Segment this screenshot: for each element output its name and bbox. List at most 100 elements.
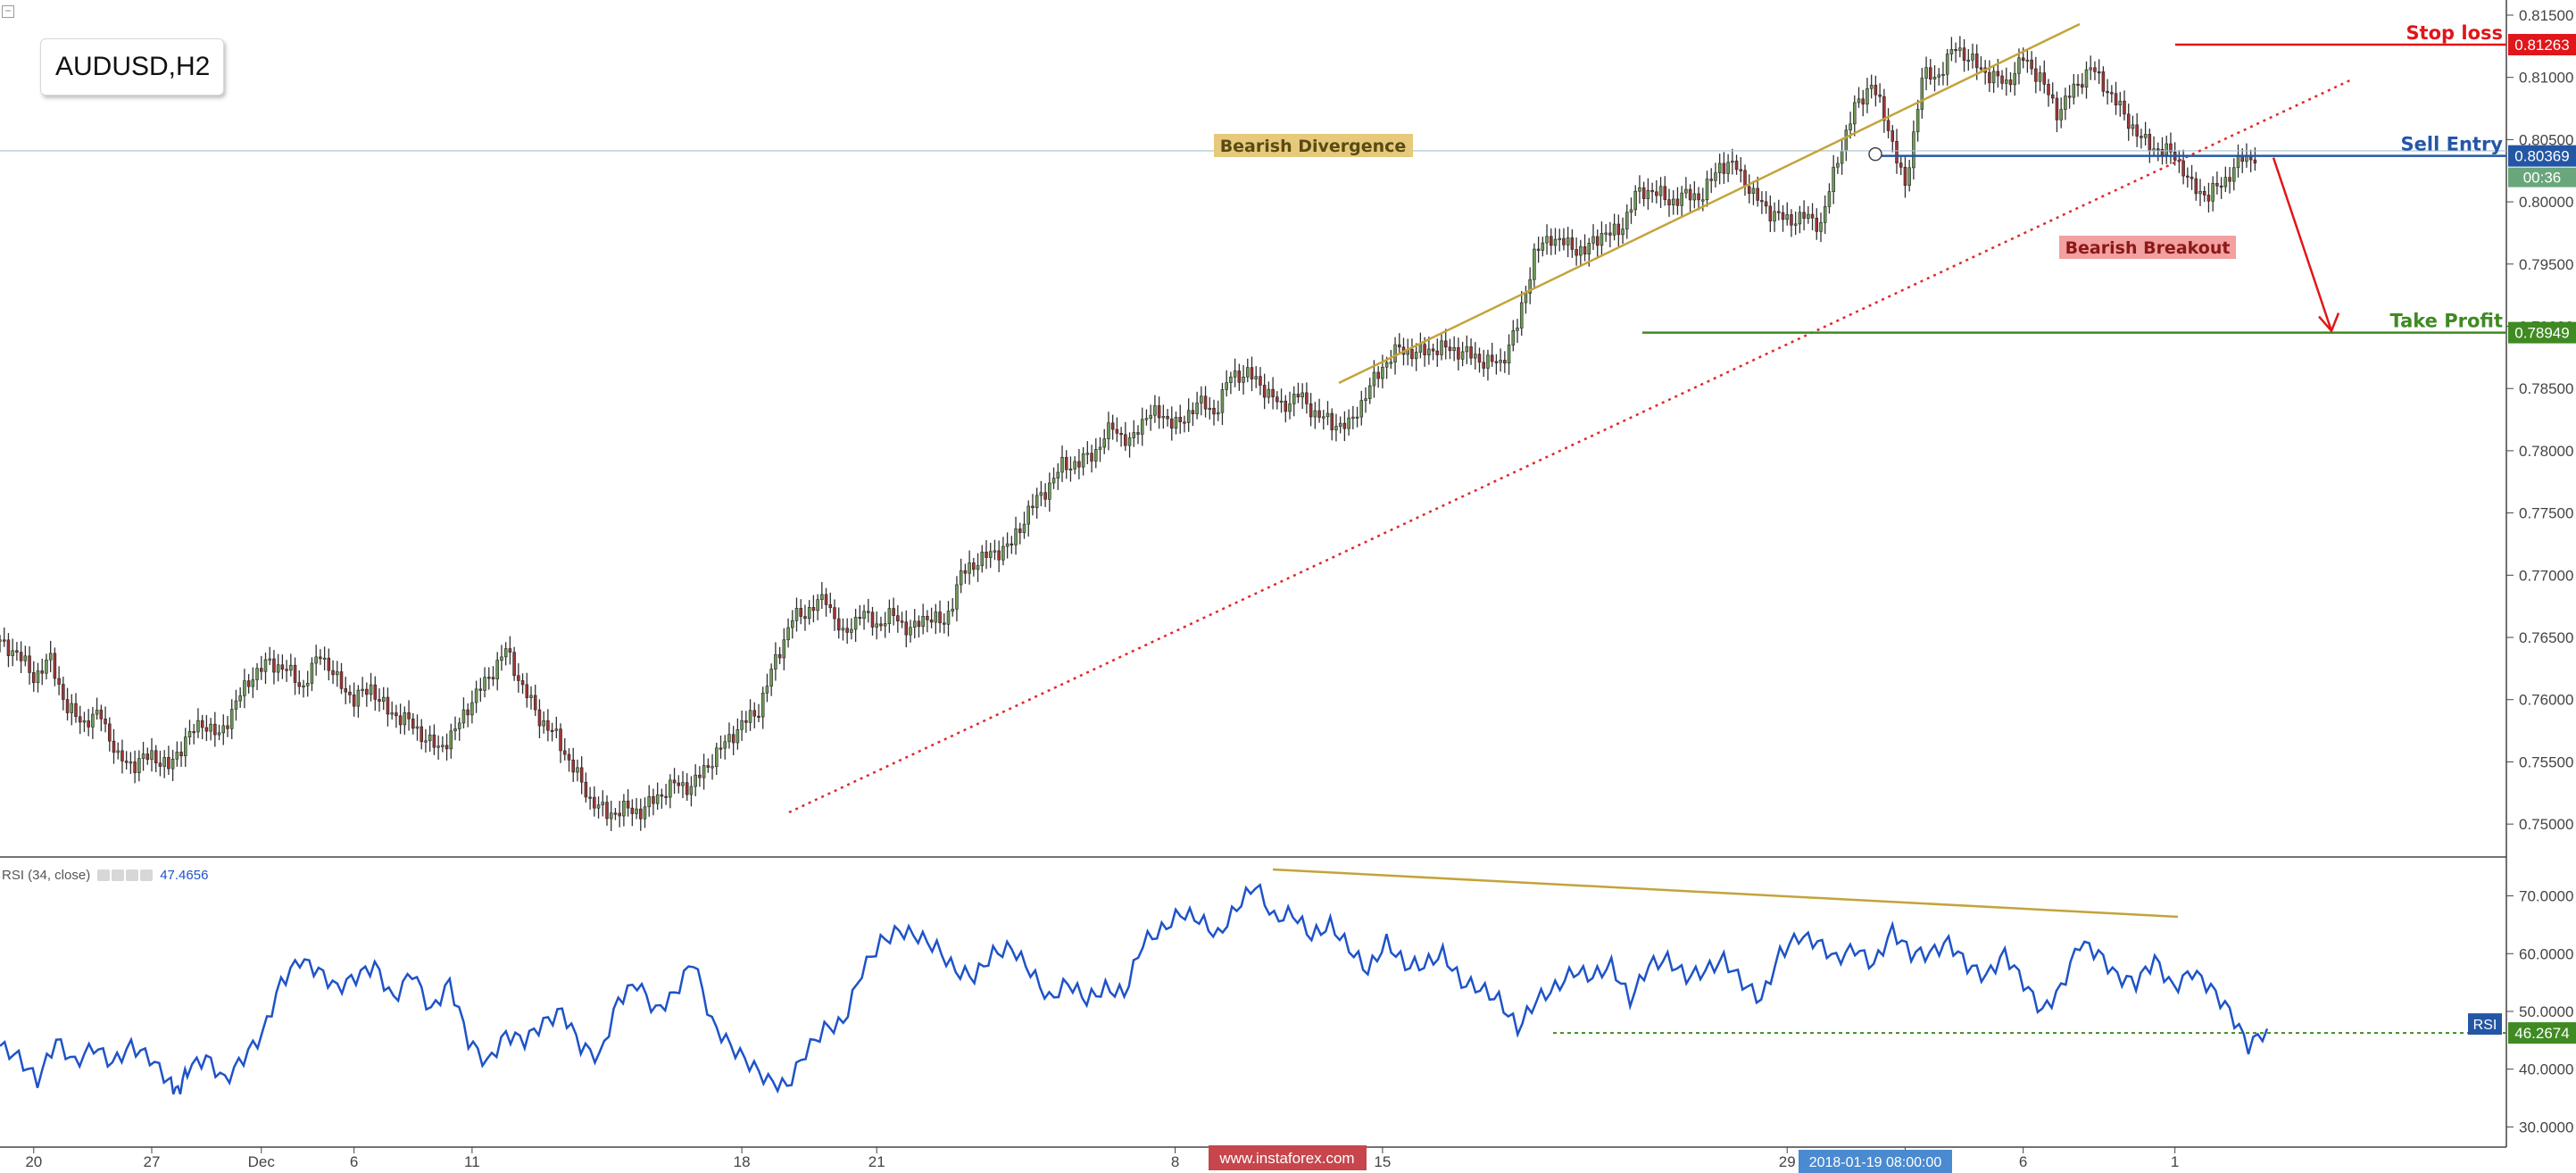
candle-body (2114, 93, 2118, 105)
candle-body (344, 688, 347, 693)
candle-body (158, 762, 162, 767)
candle-body (554, 728, 559, 731)
candle-body (398, 715, 403, 726)
candle-body (576, 767, 579, 773)
candle-body (1136, 432, 1140, 435)
candle-body (1018, 528, 1022, 533)
candle-body (297, 682, 302, 687)
candle-body (1646, 190, 1650, 199)
candle-body (1372, 371, 1376, 387)
candle-body (137, 758, 141, 773)
rsi-line (0, 883, 2269, 1095)
candle-body (1684, 188, 1688, 194)
candle-body (1474, 354, 1477, 359)
candle-body (1958, 47, 1962, 51)
candle-body (74, 703, 78, 718)
candle-body (1641, 187, 1646, 199)
candle-body (260, 668, 263, 672)
candle-body (2206, 195, 2211, 202)
time-tick-label: 15 (1374, 1153, 1391, 1170)
candle-body (62, 684, 65, 700)
candle-body (2101, 71, 2106, 92)
candle-body (1971, 54, 1974, 61)
candle-body (1393, 344, 1397, 363)
candle-body (1790, 214, 1793, 226)
collapse-icon[interactable]: − (2, 5, 14, 18)
rsi-pane (0, 883, 2269, 1095)
candle-body (1663, 186, 1667, 200)
price-tick-label: 0.75000 (2519, 816, 2573, 833)
candle-body (828, 604, 833, 608)
candle-body (1330, 412, 1334, 430)
candle-body (2064, 96, 2067, 110)
candle-body (909, 627, 912, 636)
candle-body (833, 607, 836, 620)
candle-body (744, 720, 748, 723)
candle-body (1423, 344, 1426, 355)
candle-body (1915, 109, 1920, 133)
candle-body (2047, 84, 2050, 96)
candle-body (972, 562, 976, 570)
candle-body (2236, 155, 2240, 169)
candle-body (525, 684, 529, 698)
candle-body (1756, 187, 1759, 201)
bearish-divergence-label: Bearish Divergence (1220, 137, 1407, 156)
candle-body (1381, 366, 1384, 379)
candle-body (1840, 150, 1844, 164)
plus-icon[interactable] (126, 869, 139, 881)
candle-body (731, 734, 735, 744)
candle-body (1827, 191, 1832, 207)
candle-body (2169, 143, 2173, 153)
candle-body (1604, 232, 1608, 235)
candle-body (154, 750, 158, 764)
candle-body (1178, 417, 1182, 423)
candle-body (23, 655, 28, 661)
candle-body (938, 611, 942, 624)
rsi-legend-value: 47.4656 (160, 868, 209, 883)
candle-body (1807, 213, 1810, 219)
candle-body (1077, 461, 1081, 468)
symbol-label[interactable]: AUDUSD,H2 (40, 38, 224, 96)
settings-icon[interactable] (112, 869, 125, 881)
candle-body (500, 656, 503, 661)
candle-body (1060, 456, 1064, 473)
candle-body (1912, 131, 1915, 169)
candle-body (1195, 403, 1199, 414)
candle-body (415, 726, 420, 729)
candle-body (1325, 412, 1330, 418)
candle-body (694, 774, 697, 787)
candle-body (2008, 79, 2013, 86)
watermark-bg (1209, 1145, 1367, 1170)
candle-body (993, 550, 997, 553)
candle-body (1545, 236, 1549, 244)
candle-body (1570, 237, 1575, 250)
eye-icon[interactable] (97, 869, 111, 881)
candle-body (411, 719, 415, 729)
candle-body (179, 752, 183, 757)
candle-body (546, 720, 550, 731)
price-tick-label: 0.80500 (2519, 131, 2573, 148)
candle-body (1157, 405, 1161, 419)
symbol-text: AUDUSD,H2 (55, 52, 211, 81)
candle-body (1966, 59, 1971, 62)
candle-body (1149, 414, 1152, 420)
close-icon[interactable] (140, 869, 154, 881)
time-tick-label: 6 (350, 1153, 358, 1170)
candle-body (263, 659, 268, 672)
candle-body (816, 599, 819, 611)
candle-body (1861, 98, 1865, 104)
candle-body (735, 728, 740, 744)
candle-body (272, 658, 276, 673)
rsi-legend-controls[interactable] (97, 869, 154, 881)
price-tick-label: 0.77500 (2519, 505, 2573, 522)
candle-body (1334, 426, 1338, 430)
candle-body (710, 766, 714, 769)
candle-body (2215, 183, 2219, 187)
candle-body (841, 628, 845, 631)
candle-body (1583, 246, 1587, 254)
candle-body (508, 648, 512, 653)
candle-body (1722, 162, 1726, 174)
candle-body (613, 812, 618, 815)
candle-body (567, 753, 571, 761)
